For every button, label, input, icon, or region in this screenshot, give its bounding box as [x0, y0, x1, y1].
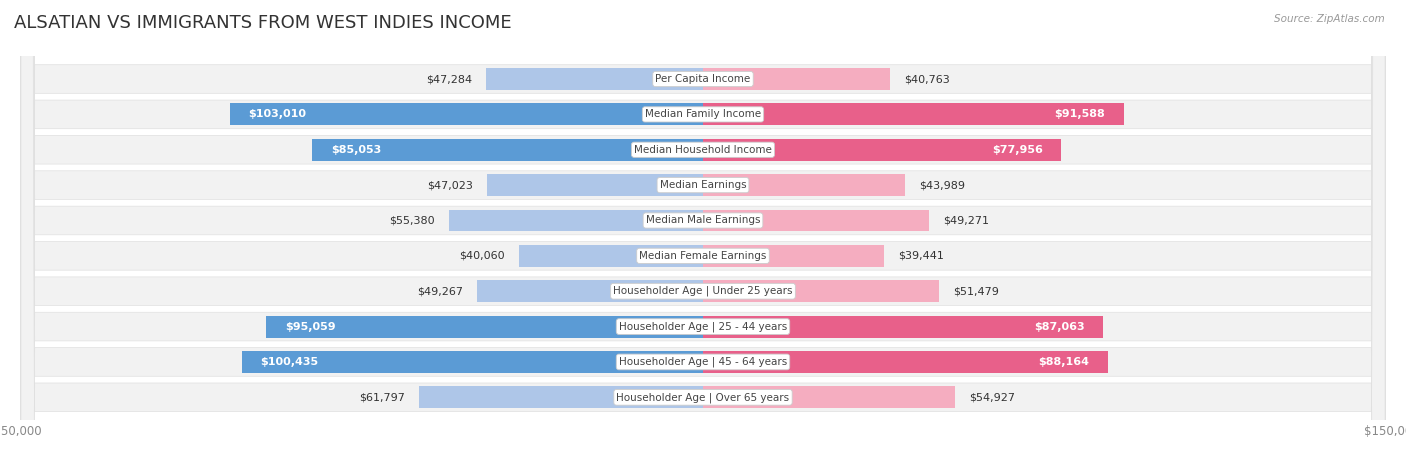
Text: $85,053: $85,053	[330, 145, 381, 155]
FancyBboxPatch shape	[21, 0, 1385, 467]
FancyBboxPatch shape	[21, 0, 1385, 467]
Bar	[703, 139, 1062, 161]
Text: $40,763: $40,763	[904, 74, 949, 84]
FancyBboxPatch shape	[21, 0, 1385, 467]
Text: Median Family Income: Median Family Income	[645, 109, 761, 120]
Bar	[486, 174, 703, 196]
Bar	[703, 386, 955, 408]
Text: $91,588: $91,588	[1054, 109, 1105, 120]
Text: Source: ZipAtlas.com: Source: ZipAtlas.com	[1274, 14, 1385, 24]
Bar	[703, 174, 905, 196]
Text: $54,927: $54,927	[969, 392, 1015, 402]
Text: Householder Age | Under 25 years: Householder Age | Under 25 years	[613, 286, 793, 297]
FancyBboxPatch shape	[21, 0, 1385, 467]
FancyBboxPatch shape	[21, 0, 1385, 467]
Text: Median Male Earnings: Median Male Earnings	[645, 215, 761, 226]
Text: Per Capita Income: Per Capita Income	[655, 74, 751, 84]
Text: Median Household Income: Median Household Income	[634, 145, 772, 155]
Text: $47,023: $47,023	[427, 180, 474, 190]
FancyBboxPatch shape	[21, 0, 1385, 467]
Text: $49,271: $49,271	[943, 215, 988, 226]
Text: $47,284: $47,284	[426, 74, 472, 84]
Text: Median Female Earnings: Median Female Earnings	[640, 251, 766, 261]
Bar	[266, 316, 703, 338]
Bar	[703, 68, 890, 90]
FancyBboxPatch shape	[21, 0, 1385, 467]
Bar	[419, 386, 703, 408]
Text: Householder Age | Over 65 years: Householder Age | Over 65 years	[616, 392, 790, 403]
Text: $88,164: $88,164	[1039, 357, 1090, 367]
Text: $40,060: $40,060	[460, 251, 505, 261]
Text: Householder Age | 25 - 44 years: Householder Age | 25 - 44 years	[619, 321, 787, 332]
Text: $51,479: $51,479	[953, 286, 1000, 296]
Text: $103,010: $103,010	[249, 109, 307, 120]
FancyBboxPatch shape	[21, 0, 1385, 467]
Bar	[242, 351, 703, 373]
Text: $49,267: $49,267	[418, 286, 463, 296]
Text: ALSATIAN VS IMMIGRANTS FROM WEST INDIES INCOME: ALSATIAN VS IMMIGRANTS FROM WEST INDIES …	[14, 14, 512, 32]
Text: $77,956: $77,956	[991, 145, 1043, 155]
Bar	[703, 316, 1102, 338]
Bar	[231, 103, 703, 125]
FancyBboxPatch shape	[21, 0, 1385, 467]
Text: $87,063: $87,063	[1033, 322, 1084, 332]
Text: $43,989: $43,989	[918, 180, 965, 190]
Bar	[703, 280, 939, 302]
Bar	[449, 210, 703, 232]
Bar	[312, 139, 703, 161]
Bar	[703, 103, 1123, 125]
Bar	[703, 351, 1108, 373]
Text: $95,059: $95,059	[285, 322, 336, 332]
Text: $39,441: $39,441	[898, 251, 943, 261]
Bar	[486, 68, 703, 90]
Bar	[703, 210, 929, 232]
Bar	[703, 245, 884, 267]
Bar	[477, 280, 703, 302]
Text: $61,797: $61,797	[360, 392, 405, 402]
Text: Householder Age | 45 - 64 years: Householder Age | 45 - 64 years	[619, 357, 787, 367]
Text: $100,435: $100,435	[260, 357, 318, 367]
Bar	[519, 245, 703, 267]
Text: Median Earnings: Median Earnings	[659, 180, 747, 190]
FancyBboxPatch shape	[21, 0, 1385, 467]
Text: $55,380: $55,380	[389, 215, 434, 226]
